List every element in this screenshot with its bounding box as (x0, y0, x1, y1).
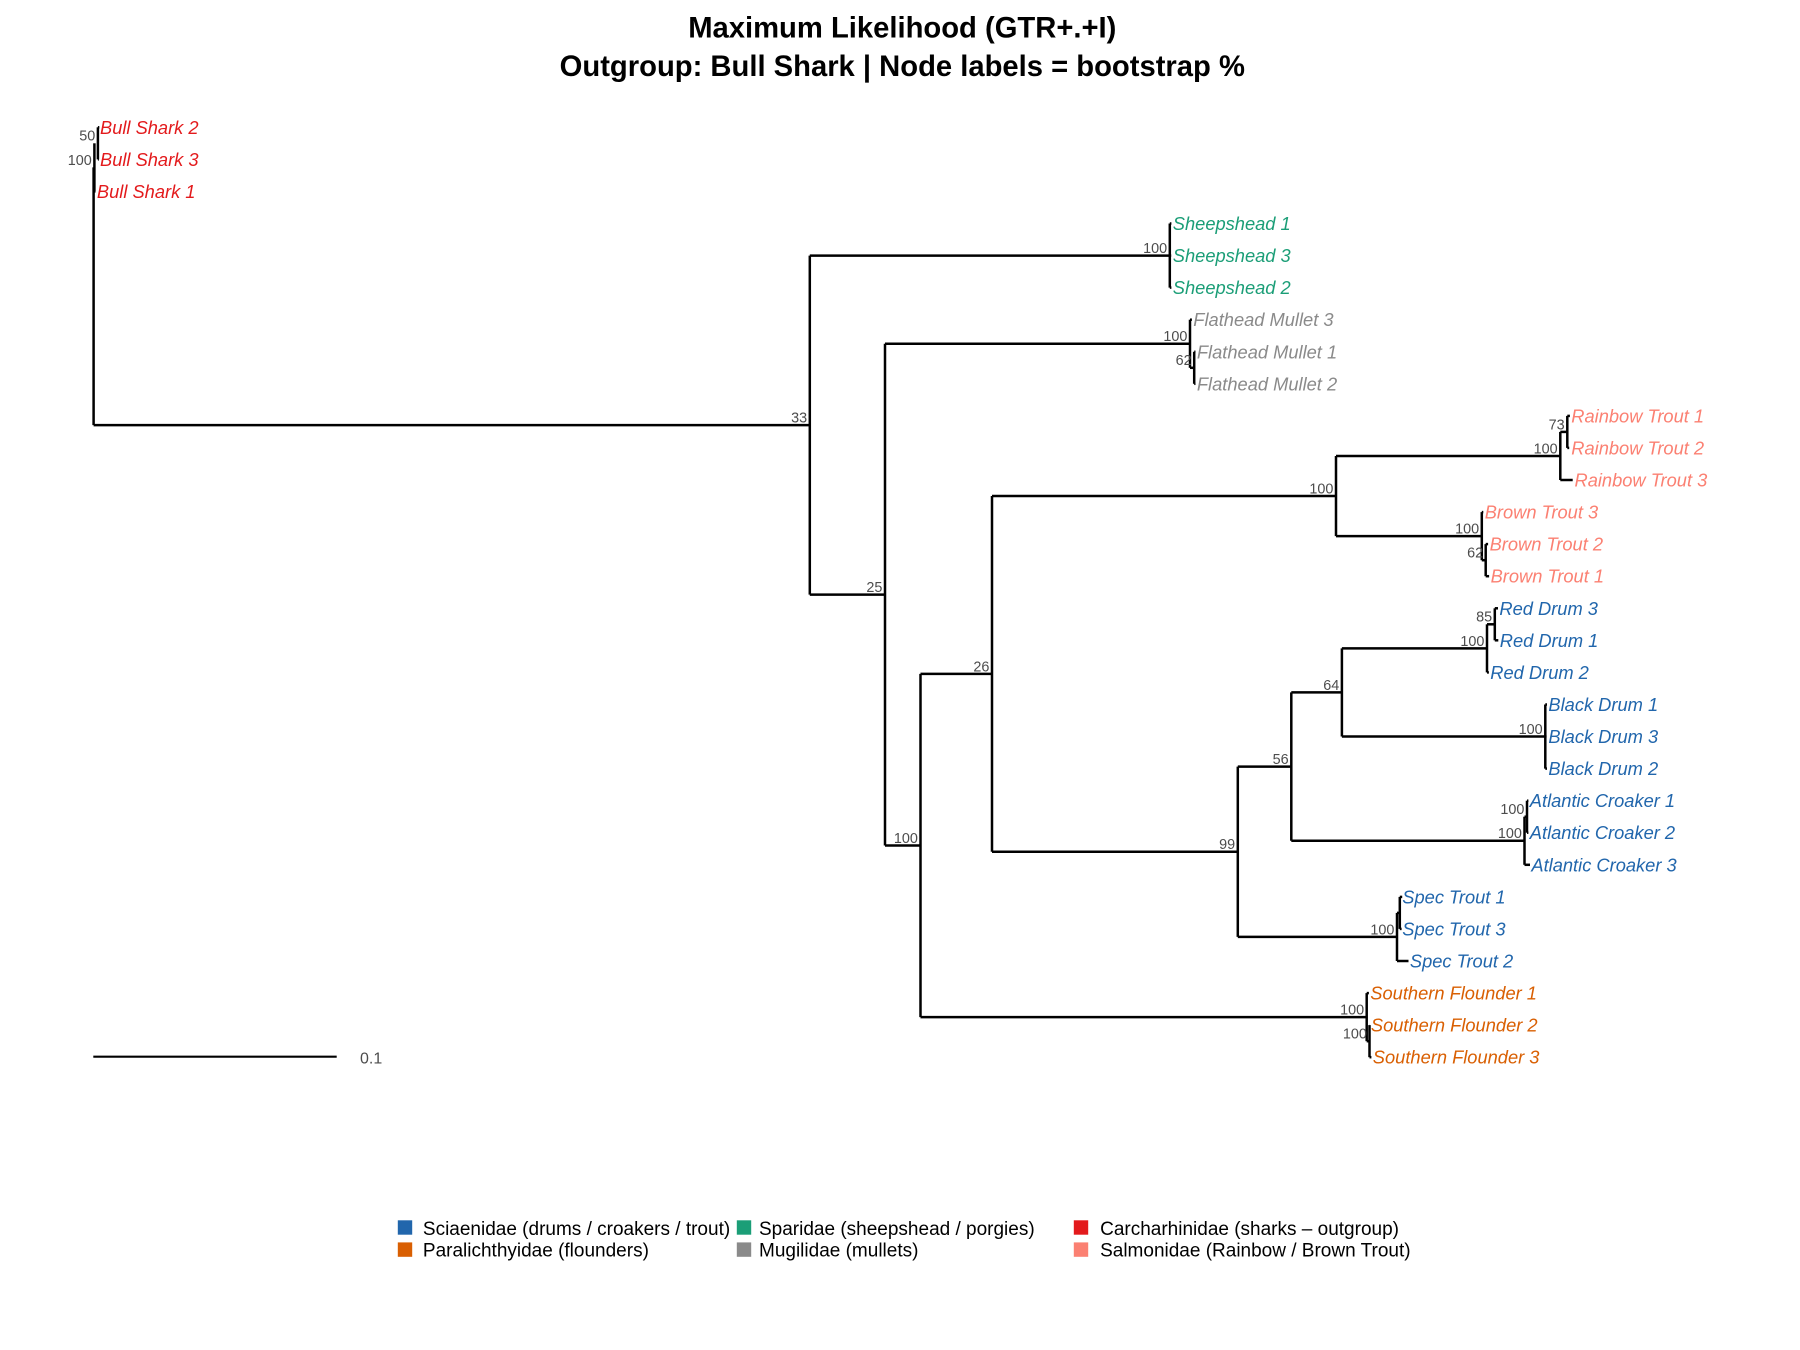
svg-text:100: 100 (1534, 441, 1558, 457)
svg-text:Black Drum 3: Black Drum 3 (1548, 726, 1658, 747)
svg-text:Sheepshead 3: Sheepshead 3 (1173, 245, 1291, 266)
svg-text:Carcharhinidae (sharks – outgr: Carcharhinidae (sharks – outgroup) (1100, 1219, 1399, 1240)
svg-text:33: 33 (791, 411, 807, 427)
svg-text:Bull Shark 1: Bull Shark 1 (97, 181, 196, 202)
svg-text:Sheepshead 2: Sheepshead 2 (1173, 277, 1291, 298)
svg-text:Bull Shark 2: Bull Shark 2 (100, 117, 199, 138)
svg-text:Outgroup: Bull Shark | Node la: Outgroup: Bull Shark | Node labels = boo… (560, 51, 1245, 83)
svg-text:Bull Shark 3: Bull Shark 3 (100, 149, 199, 170)
svg-text:Red Drum 3: Red Drum 3 (1499, 598, 1598, 619)
svg-text:Rainbow Trout 1: Rainbow Trout 1 (1571, 405, 1704, 426)
svg-text:73: 73 (1549, 417, 1565, 433)
svg-text:62: 62 (1467, 546, 1483, 562)
svg-text:100: 100 (1343, 1027, 1367, 1043)
svg-text:Salmonidae (Rainbow / Brown Tr: Salmonidae (Rainbow / Brown Trout) (1100, 1240, 1410, 1261)
svg-text:100: 100 (1340, 1003, 1364, 1019)
svg-text:100: 100 (1460, 634, 1484, 650)
svg-text:Flathead Mullet 2: Flathead Mullet 2 (1197, 373, 1337, 394)
svg-text:Southern Flounder 1: Southern Flounder 1 (1370, 983, 1537, 1004)
svg-text:Red Drum 2: Red Drum 2 (1490, 662, 1589, 683)
svg-text:99: 99 (1219, 837, 1235, 853)
svg-text:100: 100 (894, 831, 918, 847)
svg-text:Sheepshead 1: Sheepshead 1 (1173, 213, 1291, 234)
svg-text:Spec Trout 1: Spec Trout 1 (1402, 886, 1505, 907)
svg-text:100: 100 (1163, 329, 1187, 345)
svg-text:25: 25 (866, 580, 882, 596)
svg-text:Black Drum 1: Black Drum 1 (1548, 694, 1658, 715)
svg-text:Flathead Mullet 3: Flathead Mullet 3 (1193, 309, 1333, 330)
svg-text:Rainbow Trout 3: Rainbow Trout 3 (1575, 470, 1708, 491)
svg-text:100: 100 (1498, 826, 1522, 842)
svg-text:Sparidae (sheepshead / porgies: Sparidae (sheepshead / porgies) (759, 1219, 1035, 1240)
svg-text:Rainbow Trout 2: Rainbow Trout 2 (1571, 437, 1704, 458)
svg-text:0.1: 0.1 (360, 1050, 382, 1067)
svg-text:100: 100 (68, 153, 92, 169)
svg-text:64: 64 (1323, 678, 1339, 694)
svg-text:100: 100 (1500, 802, 1524, 818)
svg-text:100: 100 (1519, 722, 1543, 738)
svg-text:Flathead Mullet 1: Flathead Mullet 1 (1197, 341, 1337, 362)
svg-text:Red Drum 1: Red Drum 1 (1500, 630, 1599, 651)
svg-text:Black Drum 2: Black Drum 2 (1548, 758, 1658, 779)
svg-text:85: 85 (1476, 610, 1492, 626)
svg-text:Brown Trout 1: Brown Trout 1 (1491, 566, 1604, 587)
svg-text:Southern Flounder 3: Southern Flounder 3 (1373, 1047, 1540, 1068)
svg-text:Spec Trout 2: Spec Trout 2 (1410, 951, 1513, 972)
svg-text:Brown Trout 3: Brown Trout 3 (1485, 502, 1598, 523)
svg-text:62: 62 (1176, 353, 1192, 369)
svg-text:Mugilidae (mullets): Mugilidae (mullets) (759, 1240, 918, 1261)
svg-text:100: 100 (1370, 922, 1394, 938)
svg-text:100: 100 (1309, 481, 1333, 497)
svg-text:56: 56 (1273, 752, 1289, 768)
svg-text:Atlantic Croaker 1: Atlantic Croaker 1 (1529, 790, 1675, 811)
svg-text:Sciaenidae (drums / croakers /: Sciaenidae (drums / croakers / trout) (423, 1219, 730, 1240)
svg-text:Atlantic Croaker 2: Atlantic Croaker 2 (1529, 822, 1675, 843)
svg-text:Maximum Likelihood (GTR+.+I): Maximum Likelihood (GTR+.+I) (688, 13, 1116, 45)
svg-text:Atlantic Croaker 3: Atlantic Croaker 3 (1530, 854, 1676, 875)
svg-text:26: 26 (973, 659, 989, 675)
svg-text:Southern Flounder 2: Southern Flounder 2 (1371, 1015, 1538, 1036)
svg-text:Brown Trout 2: Brown Trout 2 (1490, 534, 1603, 555)
svg-text:100: 100 (1455, 522, 1479, 538)
svg-text:Spec Trout 3: Spec Trout 3 (1402, 918, 1505, 939)
svg-text:Paralichthyidae (flounders): Paralichthyidae (flounders) (423, 1240, 649, 1261)
svg-text:100: 100 (1143, 241, 1167, 257)
svg-text:50: 50 (79, 129, 95, 145)
